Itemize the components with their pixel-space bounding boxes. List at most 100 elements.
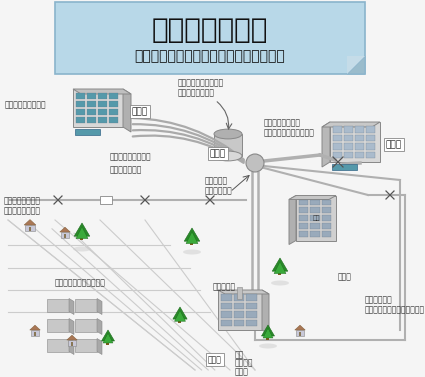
Text: 他系統との連絡管: 他系統との連絡管 [4, 196, 41, 205]
Bar [76, 93, 85, 99]
FancyBboxPatch shape [214, 134, 242, 156]
Text: 大容量送水管の整備: 大容量送水管の整備 [110, 152, 152, 161]
Text: の整備: の整備 [235, 367, 249, 376]
Text: （避難所）: （避難所） [213, 282, 236, 291]
Polygon shape [262, 290, 269, 334]
Bar [299, 199, 308, 205]
FancyBboxPatch shape [332, 164, 357, 170]
Bar [234, 319, 244, 326]
Bar [344, 135, 353, 141]
Bar [299, 223, 308, 229]
Bar [61, 232, 69, 238]
Ellipse shape [73, 247, 91, 251]
Bar [98, 93, 107, 99]
FancyBboxPatch shape [75, 299, 97, 311]
Text: （復旧作業用水の確保）: （復旧作業用水の確保） [264, 128, 315, 137]
Ellipse shape [183, 250, 201, 254]
Text: （バックアップ）: （バックアップ） [178, 88, 215, 97]
Polygon shape [103, 333, 113, 343]
Bar [246, 311, 257, 317]
FancyBboxPatch shape [47, 339, 69, 351]
Text: 配水池の大容量化: 配水池の大容量化 [264, 118, 301, 127]
Bar [322, 231, 331, 236]
Polygon shape [97, 339, 102, 354]
Text: 病院: 病院 [312, 215, 320, 221]
Polygon shape [289, 196, 336, 199]
Ellipse shape [214, 151, 242, 161]
Polygon shape [289, 196, 296, 245]
Bar [344, 152, 353, 158]
Text: （バックアップ）: （バックアップ） [4, 206, 41, 215]
FancyBboxPatch shape [75, 319, 97, 331]
FancyBboxPatch shape [75, 129, 100, 135]
Polygon shape [123, 89, 131, 132]
Bar [234, 302, 244, 309]
FancyBboxPatch shape [47, 319, 69, 331]
Bar [221, 319, 232, 326]
FancyBboxPatch shape [73, 89, 123, 127]
Bar [178, 318, 181, 323]
Bar [366, 126, 375, 132]
Bar [98, 109, 107, 115]
Ellipse shape [259, 343, 277, 348]
Ellipse shape [271, 280, 289, 285]
Bar [278, 270, 281, 276]
Bar [234, 294, 244, 300]
Polygon shape [184, 228, 200, 241]
Bar [64, 234, 66, 238]
Bar [76, 117, 85, 123]
Bar [98, 117, 107, 123]
Bar [100, 196, 112, 204]
Polygon shape [69, 339, 74, 354]
Bar [246, 302, 257, 309]
Text: 老朽管の更新: 老朽管の更新 [365, 295, 393, 304]
Text: 学校: 学校 [235, 350, 244, 359]
Polygon shape [347, 56, 365, 74]
Bar [68, 340, 76, 346]
Bar [109, 109, 118, 115]
Polygon shape [175, 310, 185, 321]
Text: 耐震管: 耐震管 [338, 272, 352, 281]
Bar [34, 332, 36, 336]
Bar [107, 340, 110, 345]
Polygon shape [24, 219, 36, 225]
Bar [310, 215, 320, 221]
Text: （水の確保）: （水の確保） [205, 186, 233, 195]
Bar [333, 143, 342, 150]
Polygon shape [173, 307, 187, 319]
Polygon shape [186, 231, 198, 244]
Text: 構造物の診断・補強: 構造物の診断・補強 [5, 100, 47, 109]
Bar [109, 101, 118, 107]
Bar [366, 135, 375, 141]
Bar [234, 311, 244, 317]
Text: 浄水場: 浄水場 [386, 140, 402, 149]
Bar [344, 143, 353, 150]
Text: 水道の地震対策: 水道の地震対策 [152, 16, 268, 44]
Bar [109, 117, 118, 123]
Circle shape [246, 154, 264, 172]
Bar [344, 126, 353, 132]
Polygon shape [60, 227, 70, 232]
Bar [299, 231, 308, 236]
Polygon shape [274, 262, 286, 274]
FancyBboxPatch shape [47, 299, 69, 311]
Bar [246, 319, 257, 326]
Polygon shape [97, 299, 102, 314]
FancyBboxPatch shape [75, 339, 97, 351]
Polygon shape [74, 223, 90, 236]
Polygon shape [347, 56, 365, 74]
Bar [25, 225, 35, 231]
Bar [322, 215, 331, 221]
Bar [310, 223, 320, 229]
Text: 浄水場: 浄水場 [132, 107, 148, 116]
Bar [322, 207, 331, 213]
Bar [190, 240, 193, 245]
FancyBboxPatch shape [330, 122, 380, 162]
Bar [299, 215, 308, 221]
FancyBboxPatch shape [55, 2, 365, 74]
Bar [246, 294, 257, 300]
Text: 緊急遮断弁: 緊急遮断弁 [205, 176, 228, 185]
Bar [71, 342, 73, 346]
Text: 石綿セメント管の布設替: 石綿セメント管の布設替 [55, 278, 106, 287]
Text: 給水拠点の整備: 給水拠点の整備 [110, 165, 142, 174]
